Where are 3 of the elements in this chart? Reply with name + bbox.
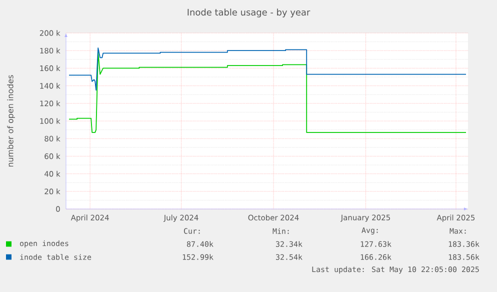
line-series <box>68 48 466 91</box>
chart-title: Inode table usage - by year <box>188 8 310 18</box>
line-series <box>68 52 466 133</box>
